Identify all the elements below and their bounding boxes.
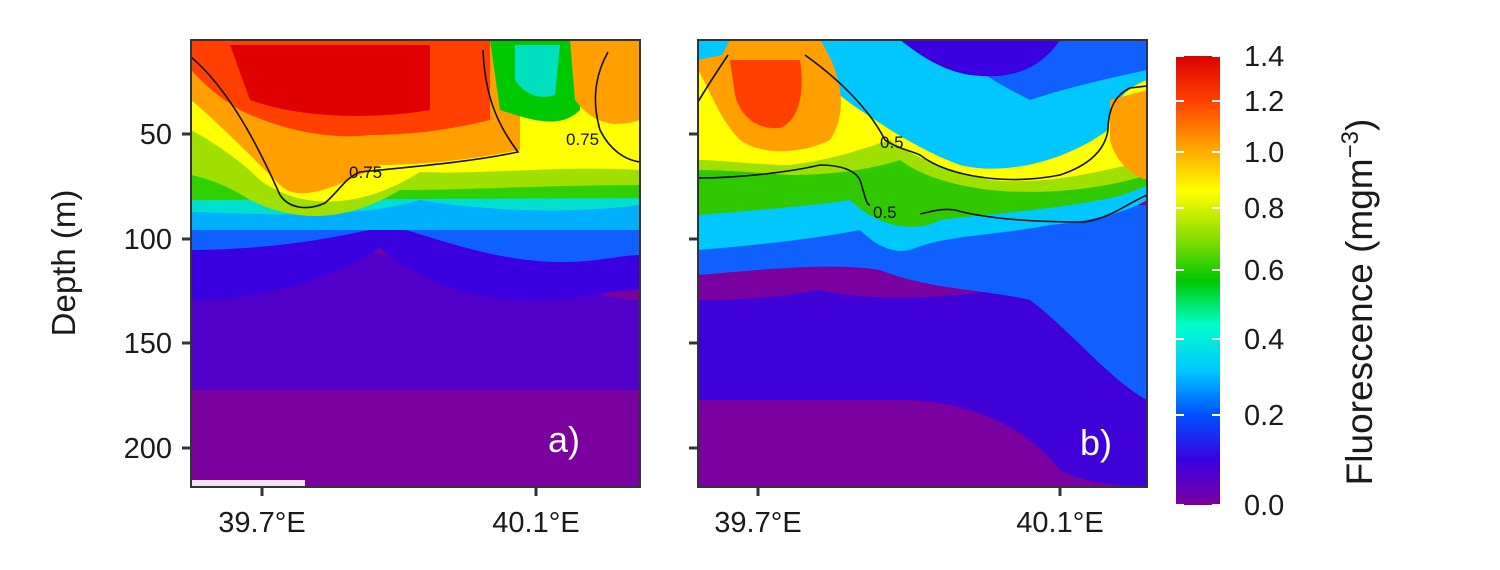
colorbar-title-base: Fluorescence (mgm <box>1339 158 1380 485</box>
x-tick-label: 39.7°E <box>714 507 801 539</box>
y-tick-label: 200 <box>124 433 172 465</box>
contour-b-topleft <box>698 54 729 103</box>
colorbar-tick-label: 1.0 <box>1244 137 1284 169</box>
colorbar-title: Fluorescence (mgm−3) <box>1337 119 1380 486</box>
y-axis-title: Depth (m) <box>45 190 82 337</box>
colorbar-ticks: 0.0 0.2 0.4 0.6 0.8 1.0 1.2 1.4 <box>1176 41 1284 522</box>
y-tick-label: 50 <box>140 119 172 151</box>
colorbar-tick-label: 1.2 <box>1244 86 1284 118</box>
y-axis-b <box>689 132 698 450</box>
panel-a: 0.75 0.75 a) <box>190 39 641 488</box>
contour-label-a-2: 0.75 <box>566 130 599 149</box>
x-tick-label: 40.1°E <box>492 507 579 539</box>
contour-b-lower <box>919 194 1147 223</box>
contour-b-upper <box>804 54 1147 181</box>
colorbar-tick-label: 0.0 <box>1244 490 1284 522</box>
contour-label-b-1: 0.5 <box>880 133 904 152</box>
colorbar-tick-label: 0.6 <box>1244 255 1284 287</box>
x-tick-label: 40.1°E <box>1016 507 1103 539</box>
colorbar-title-close: ) <box>1339 119 1380 131</box>
contour-a-main <box>191 49 520 209</box>
panel-label-b: b) <box>1080 422 1112 463</box>
x-axis-b: 39.7°E 40.1°E <box>714 487 1104 539</box>
panel-b-border <box>697 39 1148 488</box>
y-tick-label: 150 <box>124 328 172 360</box>
panel-b: 0.5 0.5 b) <box>697 39 1148 488</box>
contour-a-right <box>594 51 640 163</box>
x-tick-label: 39.7°E <box>218 507 305 539</box>
colorbar-tick-label: 1.4 <box>1244 41 1284 73</box>
panel-a-border <box>190 39 641 488</box>
heatmap-a <box>191 40 640 487</box>
heatmap-b <box>698 40 1147 487</box>
colorbar: 0.0 0.2 0.4 0.6 0.8 1.0 1.2 1.4 Fluorescence (m… <box>1176 41 1380 522</box>
colorbar-gradient <box>1176 56 1220 505</box>
colorbar-tick-label: 0.8 <box>1244 193 1284 225</box>
colorbar-tick-label: 0.2 <box>1244 400 1284 432</box>
y-axis-a: 50 100 150 200 Depth (m) <box>45 119 191 465</box>
colorbar-tick-label: 0.4 <box>1244 324 1284 356</box>
y-tick-label: 100 <box>124 224 172 256</box>
x-axis-a: 39.7°E 40.1°E <box>218 487 580 539</box>
panel-label-a: a) <box>548 419 580 460</box>
colorbar-title-exponent: −3 <box>1337 131 1364 158</box>
contour-label-a-1: 0.75 <box>349 163 382 182</box>
contour-b-mid <box>698 164 871 206</box>
contour-label-b-2: 0.5 <box>873 203 897 222</box>
